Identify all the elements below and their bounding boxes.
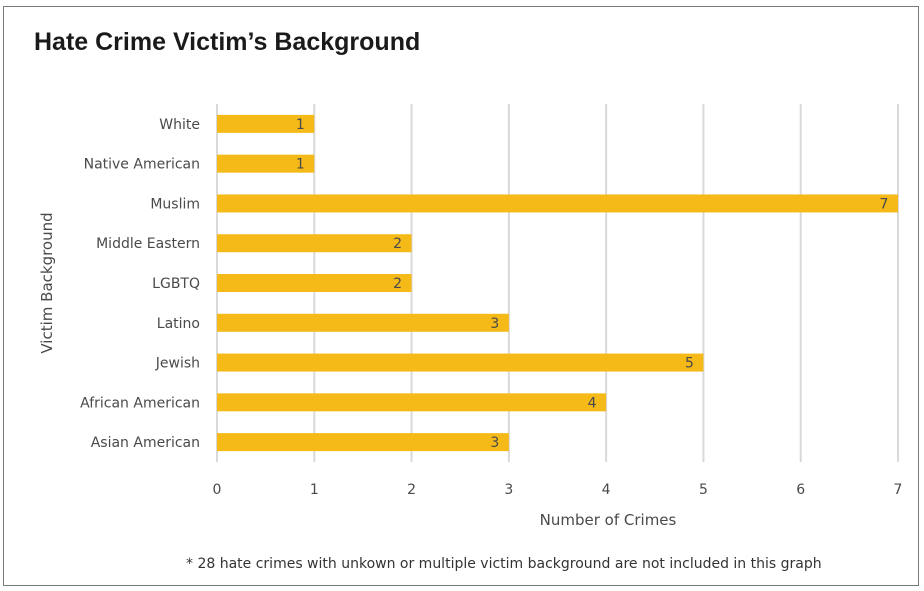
data-label: 2	[393, 276, 402, 292]
category-label: Middle Eastern	[96, 236, 200, 252]
bar	[217, 274, 412, 292]
chart-frame	[3, 6, 919, 586]
bar	[217, 114, 315, 133]
chart-title: Hate Crime Victim’s Background	[34, 28, 421, 56]
category-label: White	[159, 117, 200, 133]
footnote: * 28 hate crimes with unkown or multiple…	[186, 556, 822, 572]
x-tick-label: 0	[213, 482, 222, 498]
x-tick-label: 2	[407, 482, 416, 498]
category-label: Muslim	[150, 196, 200, 212]
x-tick-label: 1	[310, 482, 319, 498]
category-label: Native American	[84, 157, 200, 173]
category-label: Asian American	[91, 435, 200, 451]
category-label: LGBTQ	[152, 276, 200, 292]
x-tick-label: 7	[894, 482, 903, 498]
data-label: 2	[393, 236, 402, 252]
bar	[217, 194, 898, 213]
category-label: Jewish	[155, 356, 200, 372]
data-label: 4	[588, 395, 597, 411]
x-tick-label: 5	[699, 482, 708, 498]
x-tick-label: 6	[796, 482, 805, 498]
bar	[217, 234, 412, 253]
data-label: 5	[685, 356, 694, 372]
bar	[217, 154, 315, 173]
data-label: 3	[490, 435, 499, 451]
category-label: Latino	[157, 316, 200, 332]
category-label: African American	[80, 395, 200, 411]
data-label: 7	[880, 196, 889, 212]
x-tick-label: 3	[504, 482, 513, 498]
data-label: 3	[490, 316, 499, 332]
bar	[217, 353, 704, 372]
bar	[217, 393, 607, 412]
x-tick-label: 4	[602, 482, 611, 498]
data-label: 1	[296, 117, 305, 133]
bar	[217, 313, 509, 332]
data-label: 1	[296, 157, 305, 173]
y-axis-title: Victim Background	[38, 212, 56, 353]
bar	[217, 433, 509, 452]
x-axis-title: Number of Crimes	[540, 511, 677, 529]
